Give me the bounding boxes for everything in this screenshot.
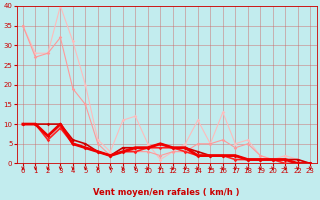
X-axis label: Vent moyen/en rafales ( km/h ): Vent moyen/en rafales ( km/h ) [93, 188, 240, 197]
